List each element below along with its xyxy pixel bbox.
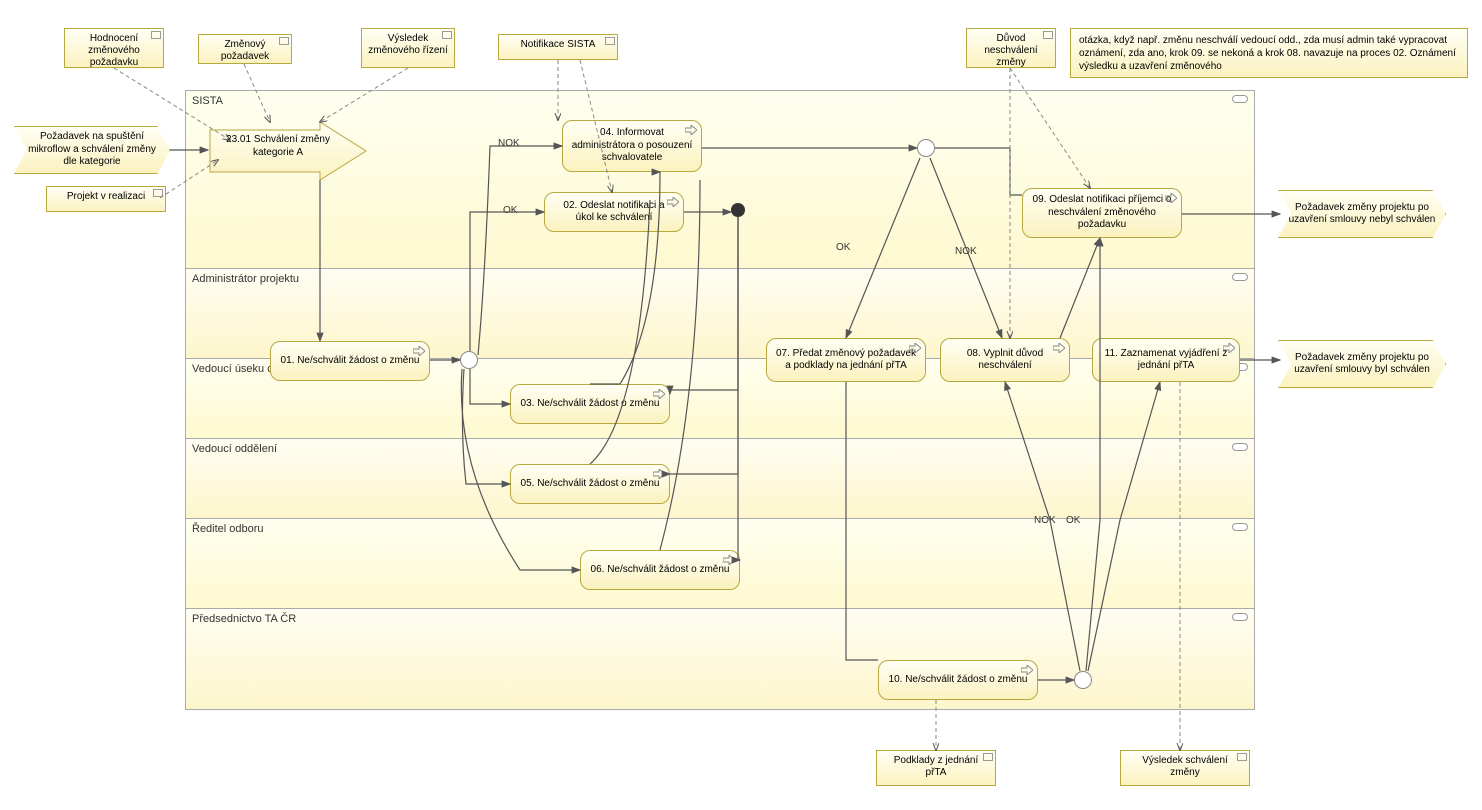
- dataobj-podklady: Podklady z jednání přTA: [876, 750, 996, 786]
- dataobj-label: Výsledek změnového řízení: [368, 33, 448, 56]
- task-03: 03. Ne/schválit žádost o změnu: [510, 384, 670, 424]
- dataobj-label: Důvod neschválení změny: [984, 33, 1037, 68]
- end-event-label: Požadavek změny projektu po uzavření sml…: [1287, 352, 1437, 377]
- task-label: 09. Odeslat notifikaci příjemci o neschv…: [1031, 194, 1173, 232]
- task-label: 05. Ne/schválit žádost o změnu: [521, 478, 660, 491]
- task-label: 06. Ne/schválit žádost o změnu: [591, 564, 730, 577]
- label-nok: NOK: [1034, 515, 1056, 526]
- task-label: 08. Vyplnit důvod neschválení: [949, 348, 1061, 373]
- dataobj-label: Projekt v realizaci: [67, 191, 145, 202]
- task-05: 05. Ne/schválit žádost o změnu: [510, 464, 670, 504]
- gateway-3: [1074, 671, 1092, 689]
- dataobj-label: Hodnocení změnového požadavku: [88, 33, 140, 68]
- label-nok: NOK: [498, 138, 520, 149]
- task-02: 02. Odeslat notifikaci a úkol ke schvále…: [544, 192, 684, 232]
- annotation-text: otázka, když např. změnu neschválí vedou…: [1079, 35, 1456, 72]
- task-label: 03. Ne/schválit žádost o změnu: [521, 398, 660, 411]
- task-07: 07. Předat změnový požadavek a podklady …: [766, 338, 926, 382]
- label-ok: OK: [1066, 515, 1080, 526]
- lane-label: SISTA: [192, 95, 223, 107]
- end-event-label: Požadavek změny projektu po uzavření sml…: [1287, 202, 1437, 227]
- lane-predsednictvo: Předsednictvo TA ČR: [186, 609, 1254, 709]
- task-label: 11. Zaznamenat vyjádření z jednání přTA: [1101, 348, 1231, 373]
- task-04: 04. Informovat administrátora o posouzen…: [562, 120, 702, 172]
- lane-vedouci-odd: Vedoucí oddělení: [186, 439, 1254, 519]
- dataobj-zmenovy: Změnový požadavek: [198, 34, 292, 64]
- task-10: 10. Ne/schválit žádost o změnu: [878, 660, 1038, 700]
- arrow-icon: [1165, 193, 1177, 203]
- junction-1: [731, 203, 745, 217]
- lane-sista: SISTA: [186, 91, 1254, 269]
- task-09: 09. Odeslat notifikaci příjemci o neschv…: [1022, 188, 1182, 238]
- lane-label: Vedoucí oddělení: [192, 443, 277, 455]
- dataobj-projekt: Projekt v realizaci: [46, 186, 166, 212]
- task-label: 07. Předat změnový požadavek a podklady …: [775, 348, 917, 373]
- arrow-icon: [685, 125, 697, 135]
- start-event-label: Požadavek na spuštění mikroflow a schvál…: [23, 131, 161, 169]
- dataobj-label: Změnový požadavek: [221, 39, 269, 62]
- task-11: 11. Zaznamenat vyjádření z jednání přTA: [1092, 338, 1240, 382]
- dataobj-duvod: Důvod neschválení změny: [966, 28, 1056, 68]
- arrow-icon: [723, 555, 735, 565]
- label-nok: NOK: [955, 246, 977, 257]
- lane-label: Předsednictvo TA ČR: [192, 613, 296, 625]
- label-ok: OK: [836, 242, 850, 253]
- task-label: 02. Odeslat notifikaci a úkol ke schvále…: [553, 200, 675, 225]
- gateway-1: [460, 351, 478, 369]
- lane-label: Administrátor projektu: [192, 273, 299, 285]
- diagram-canvas: Hodnocení změnového požadavku Změnový po…: [0, 0, 1482, 810]
- gateway-2: [917, 139, 935, 157]
- arrow-icon: [653, 389, 665, 399]
- task-06: 06. Ne/schválit žádost o změnu: [580, 550, 740, 590]
- arrow-icon: [1223, 343, 1235, 353]
- arrow-icon: [413, 346, 425, 356]
- process-title: 23.01 Schválení změny kategorie A: [220, 134, 336, 159]
- task-01: 01. Ne/schválit žádost o změnu: [270, 341, 430, 381]
- arrow-icon: [1021, 665, 1033, 675]
- dataobj-label: Notifikace SISTA: [521, 39, 596, 50]
- task-08: 08. Vyplnit důvod neschválení: [940, 338, 1070, 382]
- arrow-icon: [653, 469, 665, 479]
- arrow-icon: [909, 343, 921, 353]
- start-event: Požadavek na spuštění mikroflow a schvál…: [14, 126, 170, 174]
- dataobj-notifikace: Notifikace SISTA: [498, 34, 618, 60]
- lane-label: Ředitel odboru: [192, 523, 264, 535]
- dataobj-label: Podklady z jednání přTA: [894, 755, 979, 778]
- process-title-arrow: 23.01 Schválení změny kategorie A: [208, 122, 368, 180]
- task-label: 10. Ne/schválit žádost o změnu: [889, 674, 1028, 687]
- arrow-icon: [1053, 343, 1065, 353]
- dataobj-vysledek: Výsledek změnového řízení: [361, 28, 455, 68]
- task-label: 04. Informovat administrátora o posouzen…: [571, 127, 693, 165]
- pool: SISTA Administrátor projektu Vedoucí úse…: [185, 90, 1255, 710]
- arrow-icon: [667, 197, 679, 207]
- end-event-notapproved: Požadavek změny projektu po uzavření sml…: [1278, 190, 1446, 238]
- annotation-note: otázka, když např. změnu neschválí vedou…: [1070, 28, 1468, 78]
- dataobj-label: Výsledek schválení změny: [1142, 755, 1228, 778]
- dataobj-vysledek-schvaleni: Výsledek schválení změny: [1120, 750, 1250, 786]
- end-event-approved: Požadavek změny projektu po uzavření sml…: [1278, 340, 1446, 388]
- dataobj-hodnoceni: Hodnocení změnového požadavku: [64, 28, 164, 68]
- task-label: 01. Ne/schválit žádost o změnu: [281, 355, 420, 368]
- label-ok: OK: [503, 205, 517, 216]
